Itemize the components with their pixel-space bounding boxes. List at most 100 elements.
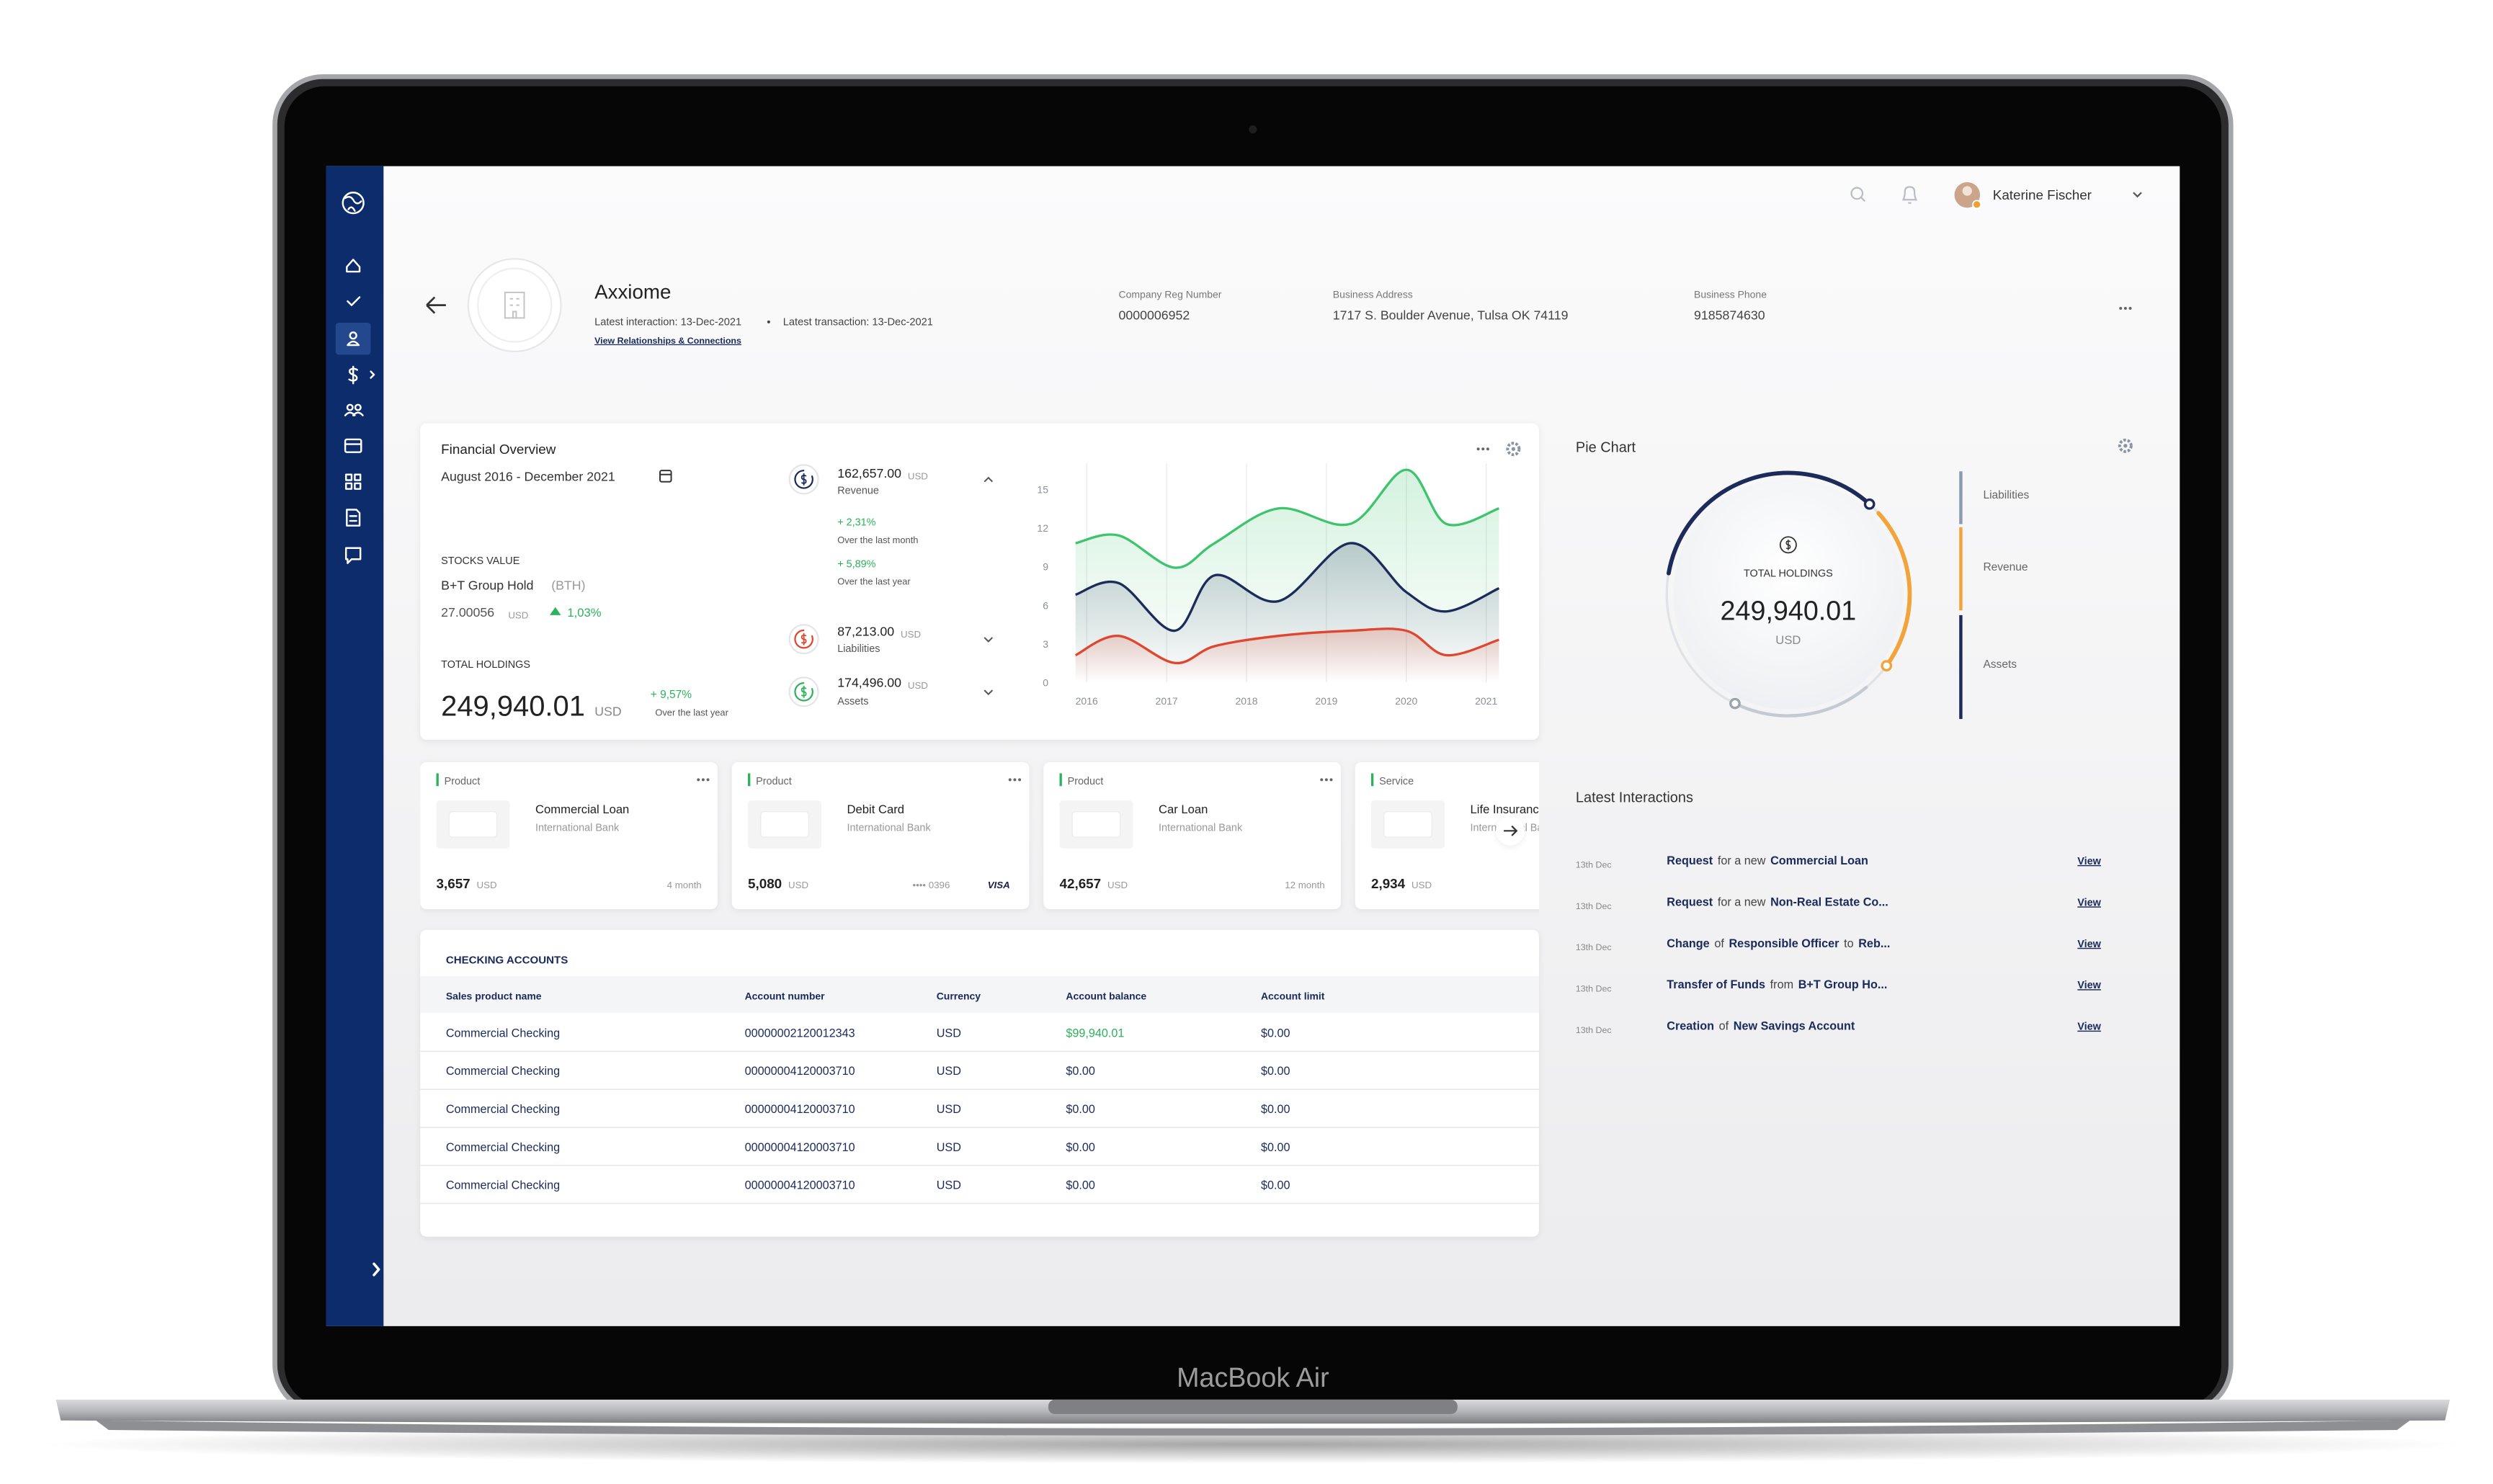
expand-sidebar[interactable] <box>373 1262 380 1277</box>
stock-name: B+T Group Hold <box>441 578 533 592</box>
back-button[interactable] <box>426 296 446 314</box>
more-menu[interactable] <box>1476 447 1489 451</box>
user-menu-chevron[interactable] <box>2133 192 2142 198</box>
more-menu[interactable] <box>697 778 710 782</box>
legend-label: Revenue <box>1983 561 2028 573</box>
product-image-card <box>1071 811 1121 838</box>
grid-icon-b <box>354 473 362 481</box>
product-card[interactable]: Product Commercial Loan International Bank… <box>420 761 718 909</box>
y-tick-label: 6 <box>1043 599 1048 611</box>
metric-change-note: Over the last month <box>837 535 918 545</box>
interaction-part: New Savings Account <box>1734 1020 1855 1033</box>
next-arrow <box>1504 825 1518 836</box>
field-value: 1717 S. Boulder Avenue, Tulsa OK 74119 <box>1333 308 1569 323</box>
stock-currency: USD <box>508 609 528 620</box>
card-icon[interactable] <box>344 438 362 453</box>
legend-label: Assets <box>1983 658 2017 671</box>
interaction-part: B+T Group Ho... <box>1798 978 1888 991</box>
gear-outer <box>2118 438 2133 453</box>
table-cell: $0.00 <box>1261 1065 1290 1078</box>
dot <box>1018 778 1022 782</box>
series-line <box>1075 542 1500 633</box>
document-icon[interactable] <box>346 509 361 527</box>
donut-handle <box>1881 660 1893 672</box>
products-next[interactable] <box>1495 816 1525 846</box>
metric-toggle[interactable] <box>984 689 994 696</box>
user-icon[interactable] <box>349 331 357 340</box>
metric-currency: USD <box>908 680 928 691</box>
company-logo <box>477 267 553 343</box>
donut-center-label: TOTAL HOLDINGS <box>1744 568 1833 580</box>
interaction-link[interactable]: View <box>2077 939 2101 950</box>
notifications-icon[interactable] <box>1901 186 1918 204</box>
interaction-link[interactable]: View <box>2077 856 2101 867</box>
metric-icon-inner <box>794 470 813 489</box>
table-cell: $0.00 <box>1066 1065 1095 1078</box>
finance-icon[interactable] <box>348 365 358 385</box>
dot <box>2119 307 2123 310</box>
product-amount: 2,934 <box>1371 876 1406 891</box>
more-menu[interactable] <box>1320 778 1333 782</box>
group-icon-bodies <box>344 411 364 416</box>
settings-icon[interactable] <box>2118 438 2133 453</box>
interaction-text: Creation of New Savings Account <box>1667 1020 1855 1033</box>
group-icon[interactable] <box>346 403 354 411</box>
table-cell: Commercial Checking <box>446 1103 560 1116</box>
metric-change-note: Over the last year <box>837 576 911 587</box>
header-more[interactable] <box>2119 307 2132 310</box>
card-background <box>1043 761 1341 909</box>
dot <box>701 778 705 782</box>
metric-toggle[interactable] <box>984 476 994 483</box>
chat-icon[interactable] <box>344 547 362 565</box>
product-card[interactable]: Product Debit Card International Bank 5,080… <box>731 761 1030 909</box>
field-value: 0000006952 <box>1119 308 1190 323</box>
product-image-card <box>760 811 809 838</box>
y-tick-label: 0 <box>1043 677 1048 689</box>
screen: Financial Overview August 2016 - December… <box>326 166 2180 1326</box>
dot <box>697 778 700 782</box>
company-name: Axxiome <box>594 281 671 303</box>
top-bar <box>1850 182 2142 210</box>
product-kind: Product <box>756 776 792 787</box>
grid-icon[interactable] <box>344 473 353 481</box>
settings-icon[interactable] <box>1506 442 1521 457</box>
search-icon[interactable] <box>1850 187 1864 200</box>
product-image-card <box>1383 811 1432 838</box>
metric-icon-glyph <box>800 685 807 698</box>
interaction-part: of <box>1719 1020 1729 1033</box>
separator-dot <box>767 320 770 323</box>
interaction-date: 13th Dec <box>1576 942 1612 952</box>
x-tick-label: 2016 <box>1076 695 1098 707</box>
interaction-part: Transfer of Funds <box>1667 978 1765 991</box>
interaction-link[interactable]: View <box>2077 897 2101 908</box>
metric-icon-inner <box>794 682 813 702</box>
home-icon[interactable] <box>346 259 361 273</box>
donut-handle <box>1729 697 1741 710</box>
dot <box>1329 778 1333 782</box>
interaction-link[interactable]: View <box>2077 1022 2101 1033</box>
laptop-base-lip <box>96 1420 2410 1436</box>
series-line <box>1074 627 1499 664</box>
metric-toggle[interactable] <box>984 637 994 643</box>
interaction-link[interactable]: View <box>2077 980 2101 991</box>
tasks-icon[interactable] <box>347 296 361 306</box>
product-term: 12 month <box>1285 880 1324 890</box>
latest-interaction: Latest interaction: 13-Dec-2021 <box>594 316 741 328</box>
interaction-date: 13th Dec <box>1576 1025 1612 1035</box>
product-amount: 5,080 <box>748 876 782 891</box>
currency-icon-glyph <box>1785 540 1791 550</box>
more-menu[interactable] <box>1008 778 1022 782</box>
financial-overview-card: Financial Overview August 2016 - December… <box>420 423 1539 740</box>
legend-label: Liabilities <box>1983 489 2029 501</box>
x-tick-label: 2018 <box>1235 695 1257 707</box>
calendar-icon[interactable] <box>659 470 672 483</box>
metric-label: Revenue <box>837 485 879 496</box>
kind-marker <box>1059 773 1062 787</box>
relationships-link[interactable]: View Relationships & Connections <box>594 336 741 346</box>
product-card[interactable]: Product Car Loan International Bank 42,657 U… <box>1043 761 1341 909</box>
product-currency: USD <box>477 880 497 890</box>
interaction-part: Reb... <box>1858 937 1890 950</box>
table-cell: $0.00 <box>1261 1027 1290 1040</box>
